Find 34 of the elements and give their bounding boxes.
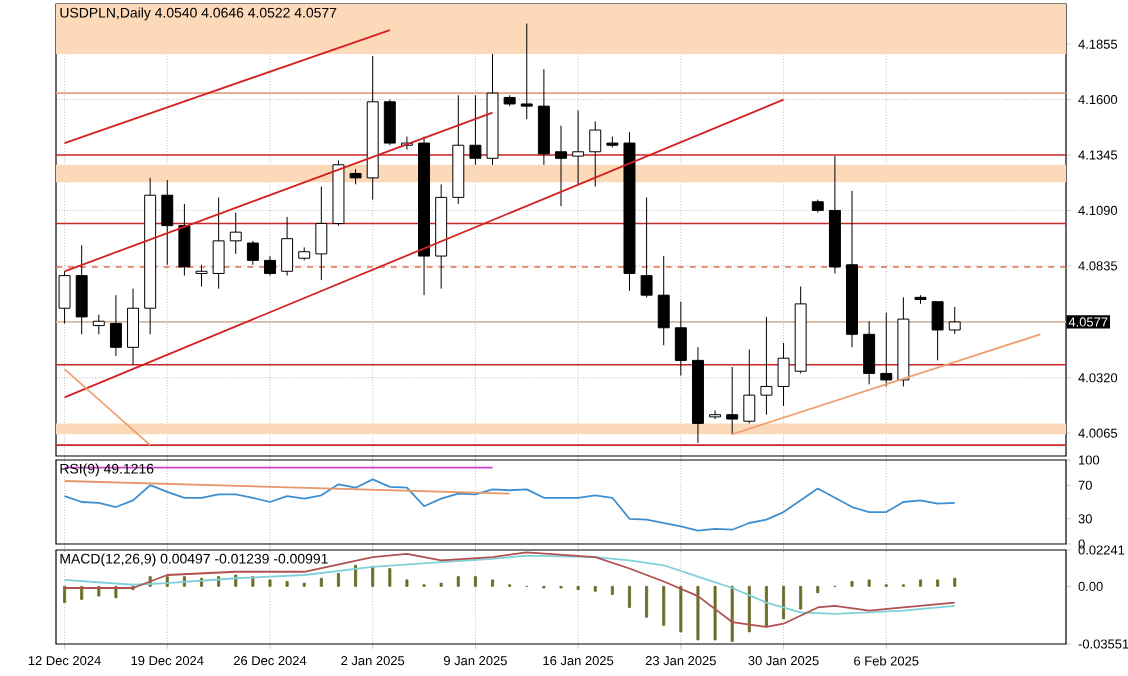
line-series (63, 554, 956, 615)
candlestick (469, 94, 482, 166)
candlestick (674, 301, 687, 377)
candlestick (880, 312, 893, 387)
candlestick (743, 349, 756, 424)
candlestick (657, 255, 670, 346)
candlestick (264, 255, 276, 277)
candlestick (948, 306, 961, 335)
candlestick (555, 125, 567, 207)
candlestick (92, 314, 105, 335)
candlestick (640, 196, 653, 298)
candlestick (931, 301, 944, 361)
candlestick (281, 216, 294, 277)
candlestick (127, 288, 140, 366)
line-series (63, 551, 956, 628)
candlestick (315, 186, 328, 281)
candlestick (109, 294, 122, 357)
candlestick (246, 240, 259, 266)
candlestick (195, 264, 208, 287)
candlestick (709, 409, 722, 420)
candlestick (777, 342, 790, 407)
candlestick (75, 244, 88, 335)
candlestick (520, 23, 533, 120)
candlestick (572, 109, 585, 185)
candlestick (760, 316, 773, 416)
candlestick (863, 320, 876, 385)
candlestick (383, 99, 396, 146)
candlestick (537, 68, 550, 166)
candlestick (229, 212, 242, 255)
candlestick (178, 203, 191, 277)
candlestick (726, 366, 739, 435)
candlestick (589, 120, 602, 188)
candlestick (212, 196, 225, 290)
candlestick (161, 179, 174, 266)
